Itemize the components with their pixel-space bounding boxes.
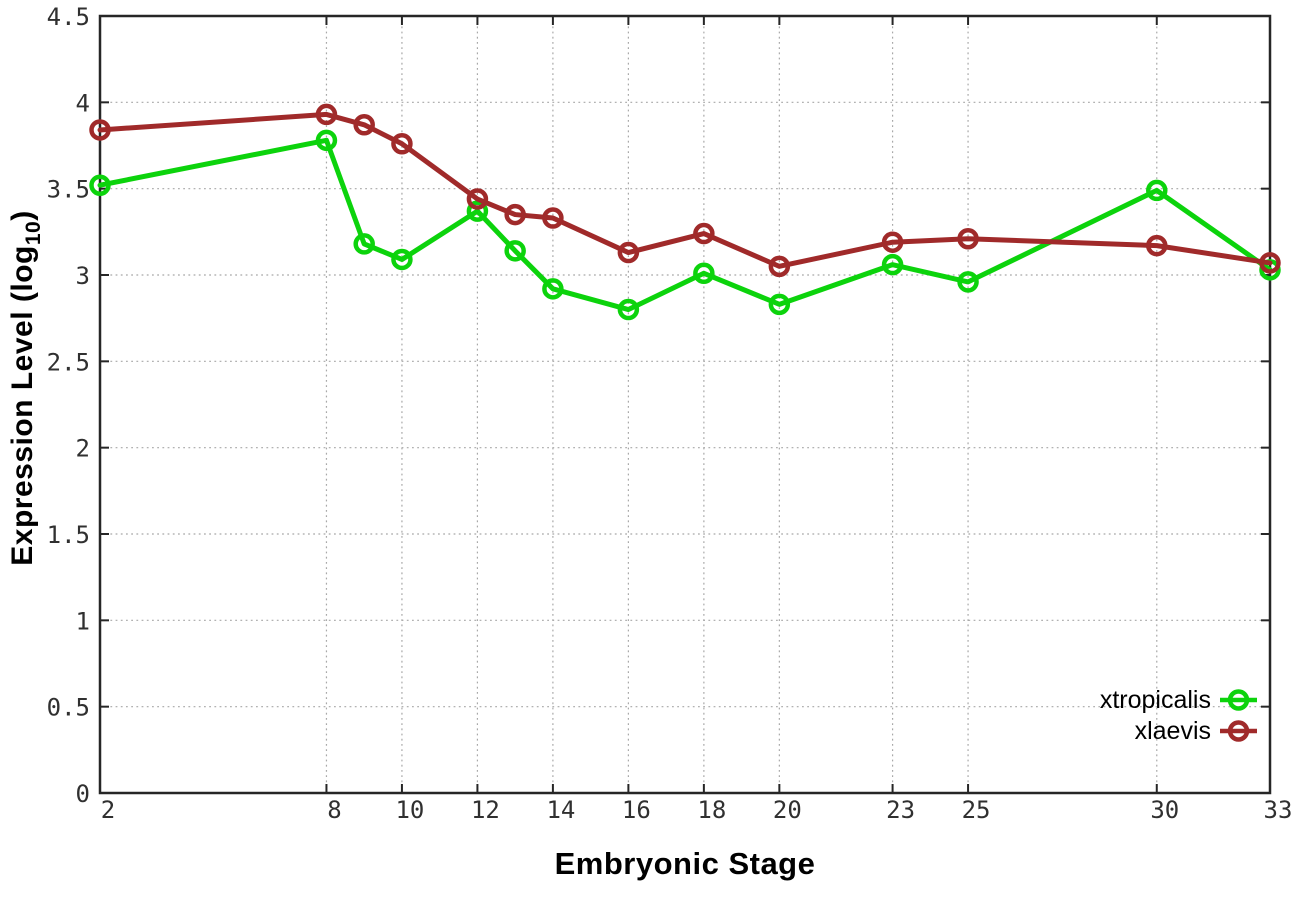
series-marker-xlaevis xyxy=(315,103,338,126)
series-marker-xlaevis xyxy=(504,203,526,226)
y-axis-title-text: Expression Level (log xyxy=(6,245,39,566)
series-marker-xtropicalis xyxy=(391,248,413,271)
x-tick-label: 23 xyxy=(886,796,915,824)
y-tick-label: 1.5 xyxy=(47,521,90,549)
legend-label-xtropicalis: xtropicalis xyxy=(1100,686,1211,714)
x-tick-label: 8 xyxy=(327,796,341,824)
x-tick-label: 16 xyxy=(622,796,651,824)
y-axis-title: Expression Level (log10) xyxy=(6,210,46,565)
x-tick-label: 14 xyxy=(546,796,575,824)
y-tick-label: 1 xyxy=(76,607,90,635)
series-marker-xlaevis xyxy=(542,207,564,229)
y-tick-label: 3.5 xyxy=(47,176,90,204)
series-marker-xtropicalis xyxy=(693,262,715,285)
y-tick-label: 2.5 xyxy=(47,348,90,376)
series-marker-xlaevis xyxy=(957,227,979,250)
x-tick-label: 2 xyxy=(101,796,115,824)
series-marker-xlaevis xyxy=(391,133,413,155)
y-tick-label: 0.5 xyxy=(47,694,90,722)
series-marker-xlaevis xyxy=(617,241,640,264)
series-marker-xlaevis xyxy=(768,255,791,278)
legend-label-xlaevis: xlaevis xyxy=(1135,717,1211,745)
series-line-xtropicalis xyxy=(97,137,1273,313)
series-marker-xtropicalis xyxy=(957,271,979,293)
series-marker-xlaevis xyxy=(1259,252,1281,274)
legend-marker-xlaevis xyxy=(1227,720,1250,742)
y-tick-label: 4 xyxy=(76,89,90,117)
y-tick-label: 2 xyxy=(76,435,90,463)
x-tick-label: 20 xyxy=(773,796,802,824)
series-marker-xlaevis xyxy=(1146,234,1168,257)
series-marker-xlaevis xyxy=(881,231,904,253)
y-tick-label: 0 xyxy=(76,780,90,808)
series-marker-xtropicalis xyxy=(466,200,489,222)
series-marker-xlaevis xyxy=(693,222,715,245)
series-line-xlaevis xyxy=(97,111,1273,269)
x-tick-label: 30 xyxy=(1150,796,1179,824)
series-marker-xtropicalis xyxy=(353,233,375,255)
legend-marker-xtropicalis xyxy=(1227,689,1250,711)
x-tick-label: 12 xyxy=(471,796,500,824)
x-tick-label: 33 xyxy=(1264,796,1293,824)
plot-border xyxy=(98,14,1272,795)
y-axis-title-subscript: 10 xyxy=(22,220,45,246)
series-marker-xtropicalis xyxy=(542,278,564,300)
x-axis-title: Embryonic Stage xyxy=(554,846,816,881)
series-marker-xtropicalis xyxy=(89,174,111,196)
series-marker-xlaevis xyxy=(89,119,111,141)
series-marker-xlaevis xyxy=(466,188,489,210)
x-tick-label: 25 xyxy=(962,796,991,824)
y-tick-label: 4.5 xyxy=(47,3,90,31)
x-tick-label: 10 xyxy=(395,796,424,824)
series-marker-xtropicalis xyxy=(1146,179,1168,202)
series-marker-xtropicalis xyxy=(881,253,904,276)
x-tick-label: 18 xyxy=(697,796,726,824)
series-marker-xtropicalis xyxy=(617,298,640,321)
series-marker-xlaevis xyxy=(353,114,375,136)
y-tick-label: 3 xyxy=(76,262,90,290)
series-marker-xtropicalis xyxy=(504,240,526,262)
series-marker-xtropicalis xyxy=(315,129,338,152)
series-marker-xtropicalis xyxy=(768,293,791,316)
y-axis-title-close: ) xyxy=(6,210,39,221)
